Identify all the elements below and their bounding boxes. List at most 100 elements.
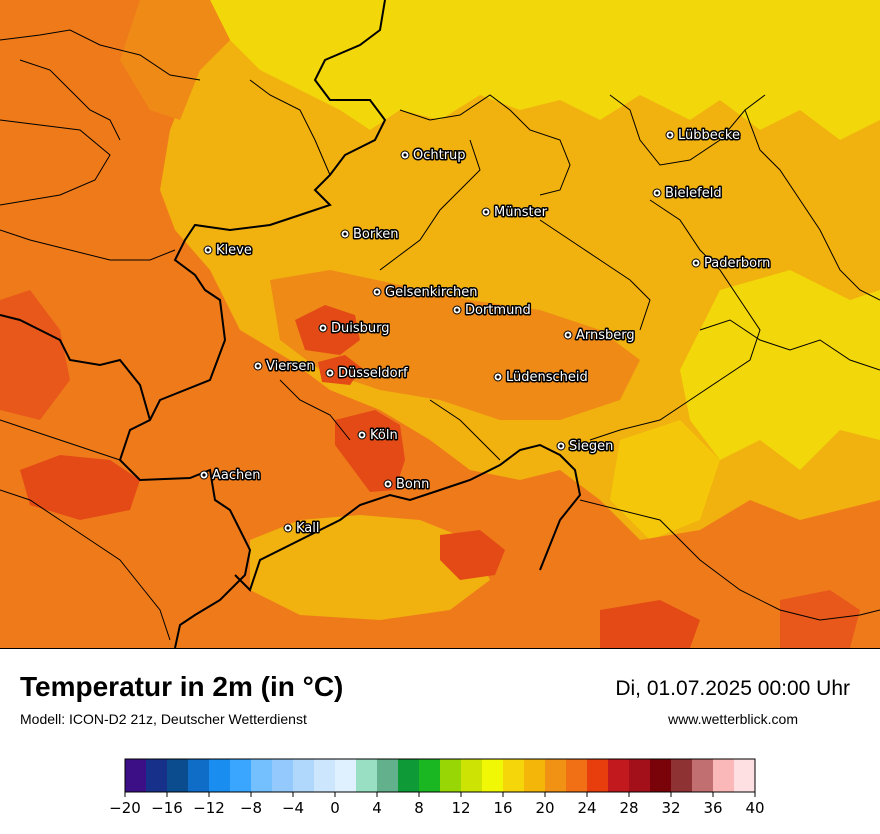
map-footer: Temperatur in 2m (in °C) Modell: ICON-D2… [0,648,880,830]
mild-east-region-2 [610,420,720,540]
model-source: Modell: ICON-D2 21z, Deutscher Wetterdie… [20,711,307,727]
warm-west-region [0,0,880,648]
city-marker: Arnsberg [563,327,636,345]
city-marker: Borken [340,226,400,244]
scale-swatch [713,759,735,792]
city-label: Gelsenkirchen [385,285,478,300]
city-markers: Lübbecke Ochtrup Bielefeld Münster Borken Kle… [199,127,772,538]
scale-swatch [146,759,168,792]
city-marker: Aachen [199,467,262,485]
scale-swatch [482,759,504,792]
scale-tick-label: −4 [282,799,304,817]
city-dot-center [496,375,500,379]
hot-core-duisburg [295,305,360,355]
city-label: Köln [370,428,398,443]
scale-swatch [671,759,693,792]
scale-swatch [293,759,315,792]
city-marker: Kall [283,520,321,538]
city-dot-center [202,473,206,477]
scale-swatch [209,759,231,792]
scale-tick-label: 16 [493,799,512,817]
city-label: Lübbecke [678,128,740,143]
city-marker: Münster [481,204,549,222]
city-dot-center [256,364,260,368]
city-marker: Lüdenscheid [493,369,589,387]
city-dot-center [655,191,659,195]
city-dot-center [668,133,672,137]
scale-tick-label: 4 [372,799,382,817]
scale-swatch [398,759,420,792]
scale-tick-label: −20 [109,799,141,817]
website-link: www.wetterblick.com [668,711,798,727]
scale-swatch [608,759,630,792]
scale-tick-label: 40 [745,799,764,817]
temperature-map: Lübbecke Ochtrup Bielefeld Münster Borken Kle… [0,0,880,648]
scale-tick-label: 24 [577,799,596,817]
city-label: Aachen [212,468,260,483]
scale-tick-label: −16 [151,799,183,817]
city-label: Kleve [216,243,252,258]
scale-tick-label: −8 [240,799,262,817]
warm-ruhr-band [270,270,640,420]
scale-swatch [251,759,273,792]
city-label: Münster [494,205,548,220]
city-dot-center [328,371,332,375]
city-label: Arnsberg [576,328,635,343]
scale-tick-label: 32 [661,799,680,817]
scale-swatch [629,759,651,792]
scale-tick-label: 20 [535,799,554,817]
scale-tick-label: 28 [619,799,638,817]
city-dot-center [694,261,698,265]
city-label: Borken [353,227,399,242]
scale-tick-label: 36 [703,799,722,817]
city-label: Düsseldorf [338,366,408,381]
city-marker: Bielefeld [652,185,723,203]
city-marker: Köln [357,427,399,445]
city-label: Kall [296,521,320,536]
scale-swatch [230,759,252,792]
city-dot-center [343,232,347,236]
city-dot-center [375,290,379,294]
scale-swatch [272,759,294,792]
scale-swatch [440,759,462,792]
city-label: Dortmund [465,303,531,318]
city-label: Bielefeld [665,186,722,201]
hot-core-south [440,530,505,580]
scale-swatch [377,759,399,792]
city-dot-center [566,333,570,337]
hot-core-koeln [335,410,405,492]
city-dot-center [286,526,290,530]
city-dot-center [403,153,407,157]
city-marker: Bonn [383,476,431,494]
city-marker: Ochtrup [400,147,467,165]
city-label: Bonn [396,477,429,492]
scale-tick-label: 12 [451,799,470,817]
city-marker: Dortmund [452,302,532,320]
city-marker: Düsseldorf [325,365,409,383]
border-lines [0,0,880,648]
scale-swatch [566,759,588,792]
city-label: Ochtrup [413,148,466,163]
city-dot-center [360,433,364,437]
scale-swatch [356,759,378,792]
city-dot-center [386,482,390,486]
scale-swatch [335,759,357,792]
scale-swatch [461,759,483,792]
hot-core-east [780,590,860,648]
city-dot-center [321,326,325,330]
city-label: Duisburg [331,321,390,336]
hot-core-west-2 [0,290,70,420]
hot-core-duesseldorf [318,355,362,385]
city-marker: Paderborn [691,255,772,273]
scale-swatch [587,759,609,792]
city-label: Lüdenscheid [506,370,588,385]
scale-swatch [524,759,546,792]
mild-north-region [210,0,880,140]
city-marker: Gelsenkirchen [372,284,479,302]
hot-core-southeast [600,600,700,648]
city-marker: Siegen [556,438,615,456]
scale-border [124,758,756,793]
map-title: Temperatur in 2m (in °C) [20,671,344,702]
scale-tick-label: 0 [330,799,340,817]
scale-swatch [692,759,714,792]
